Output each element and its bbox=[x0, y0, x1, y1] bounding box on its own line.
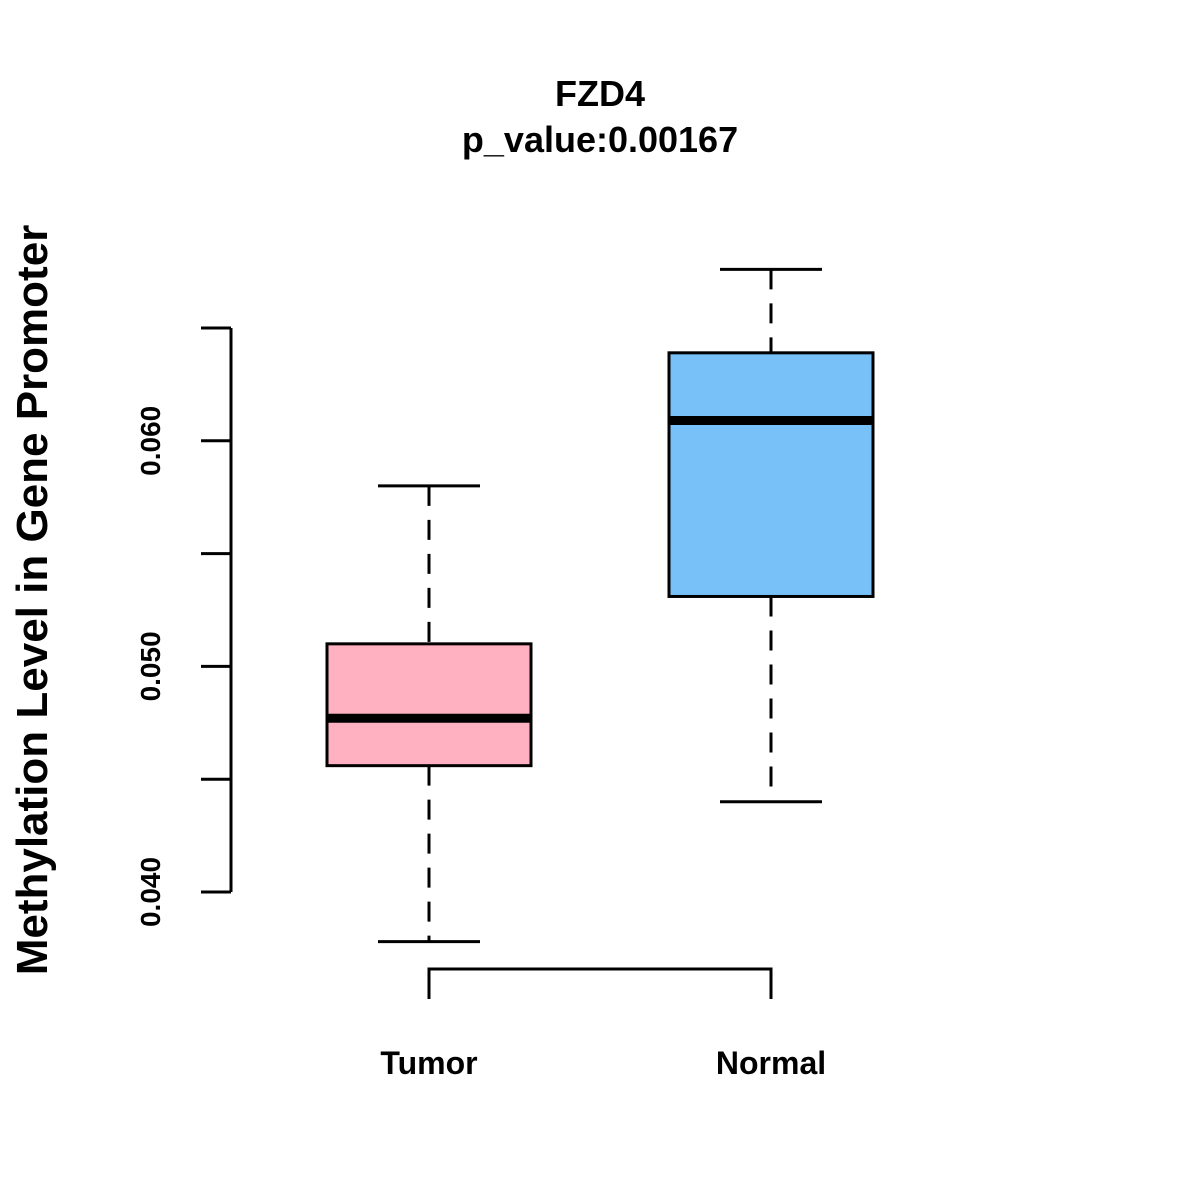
category-label-normal: Normal bbox=[716, 1045, 826, 1081]
y-tick-label: 0.060 bbox=[135, 406, 166, 476]
box-normal bbox=[667, 267, 875, 804]
comparison-bracket bbox=[427, 967, 773, 999]
y-tick-label: 0.050 bbox=[135, 631, 166, 701]
x-axis-labels: Tumor Normal bbox=[380, 1045, 826, 1081]
bracket-line bbox=[427, 967, 773, 999]
iqr-box bbox=[667, 351, 875, 598]
y-tick-label: 0.040 bbox=[135, 857, 166, 927]
box-tumor bbox=[325, 484, 533, 944]
chart-title: FZD4 bbox=[555, 73, 645, 114]
boxes-layer bbox=[325, 267, 875, 944]
y-axis-label: Methylation Level in Gene Promoter bbox=[8, 225, 57, 976]
y-axis: 0.040 0.050 0.060 bbox=[135, 326, 233, 927]
chart-subtitle: p_value:0.00167 bbox=[462, 119, 738, 160]
iqr-box bbox=[325, 642, 533, 768]
category-label-tumor: Tumor bbox=[380, 1045, 477, 1081]
